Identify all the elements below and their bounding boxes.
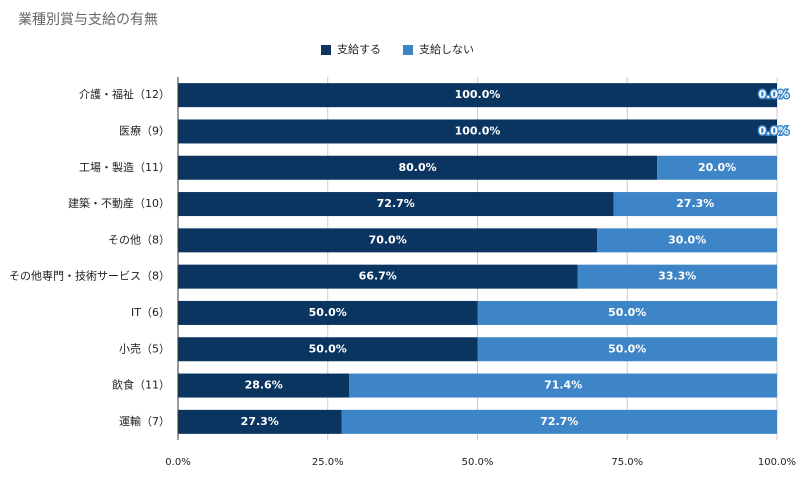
bar-segment: [178, 83, 777, 108]
value-label: 66.7%: [359, 270, 397, 283]
bar-segment: [349, 373, 777, 398]
y-tick-label: 医療（9）: [119, 123, 170, 137]
bar-segment: [597, 228, 777, 253]
x-tick-label: 25.0%: [312, 457, 344, 468]
bar-segment: [178, 192, 614, 217]
bar-segment: [178, 373, 350, 398]
bar-segment: [178, 228, 598, 253]
value-label: 50.0%: [309, 306, 347, 319]
value-label: 50.0%: [309, 342, 347, 355]
bar-segment: [178, 119, 777, 144]
y-tick-label: その他専門・技術サービス（8）: [9, 270, 170, 283]
legend-label: 支給しない: [419, 42, 474, 56]
y-tick-label: 運輸（7）: [119, 414, 170, 428]
value-label: 72.7%: [540, 415, 578, 428]
bar-segment: [613, 192, 777, 217]
x-tick-label: 50.0%: [462, 457, 494, 468]
value-label: 50.0%: [608, 306, 646, 319]
legend-label: 支給する: [337, 42, 381, 56]
x-tick-label: 75.0%: [611, 457, 643, 468]
bar-segment: [577, 264, 777, 289]
bar-segment: [178, 155, 658, 180]
value-label: 100.0%: [455, 88, 501, 101]
bar-segment: [477, 300, 777, 325]
bar-segment: [657, 155, 777, 180]
value-label: 0.0%: [758, 88, 789, 101]
bar-segment: [178, 264, 578, 289]
y-tick-label: IT（6）: [131, 306, 170, 319]
y-tick-label: 飲食（11）: [112, 378, 170, 392]
value-label: 50.0%: [608, 342, 646, 355]
x-tick-label: 100.0%: [758, 457, 796, 468]
value-label: 100.0%: [455, 124, 501, 137]
value-label: 30.0%: [668, 233, 706, 246]
y-tick-label: 介護・福祉（12）: [79, 87, 170, 101]
y-tick-label: 工場・製造（11）: [79, 160, 170, 174]
value-label: 27.3%: [676, 197, 714, 210]
y-tick-label: 小売（5）: [119, 342, 170, 355]
value-label: 80.0%: [399, 161, 437, 174]
value-label: 70.0%: [369, 233, 407, 246]
bar-segment: [178, 409, 342, 434]
chart-title: 業種別賞与支給の有無: [18, 12, 158, 28]
y-tick-label: その他（8）: [108, 233, 170, 246]
legend-swatch: [321, 45, 331, 55]
value-label: 71.4%: [544, 379, 582, 392]
value-label: 27.3%: [241, 415, 279, 428]
bar-segment: [477, 337, 777, 362]
legend-swatch: [403, 45, 413, 55]
bar-segment: [178, 300, 478, 325]
value-label: 33.3%: [658, 270, 696, 283]
value-label: 20.0%: [698, 161, 736, 174]
x-tick-label: 0.0%: [165, 457, 190, 468]
value-label: 28.6%: [245, 379, 283, 392]
y-tick-label: 建築・不動産（10）: [68, 196, 170, 210]
bar-segment: [178, 337, 478, 362]
value-label: 0.0%: [758, 124, 789, 137]
bar-segment: [341, 409, 777, 434]
value-label: 72.7%: [377, 197, 415, 210]
